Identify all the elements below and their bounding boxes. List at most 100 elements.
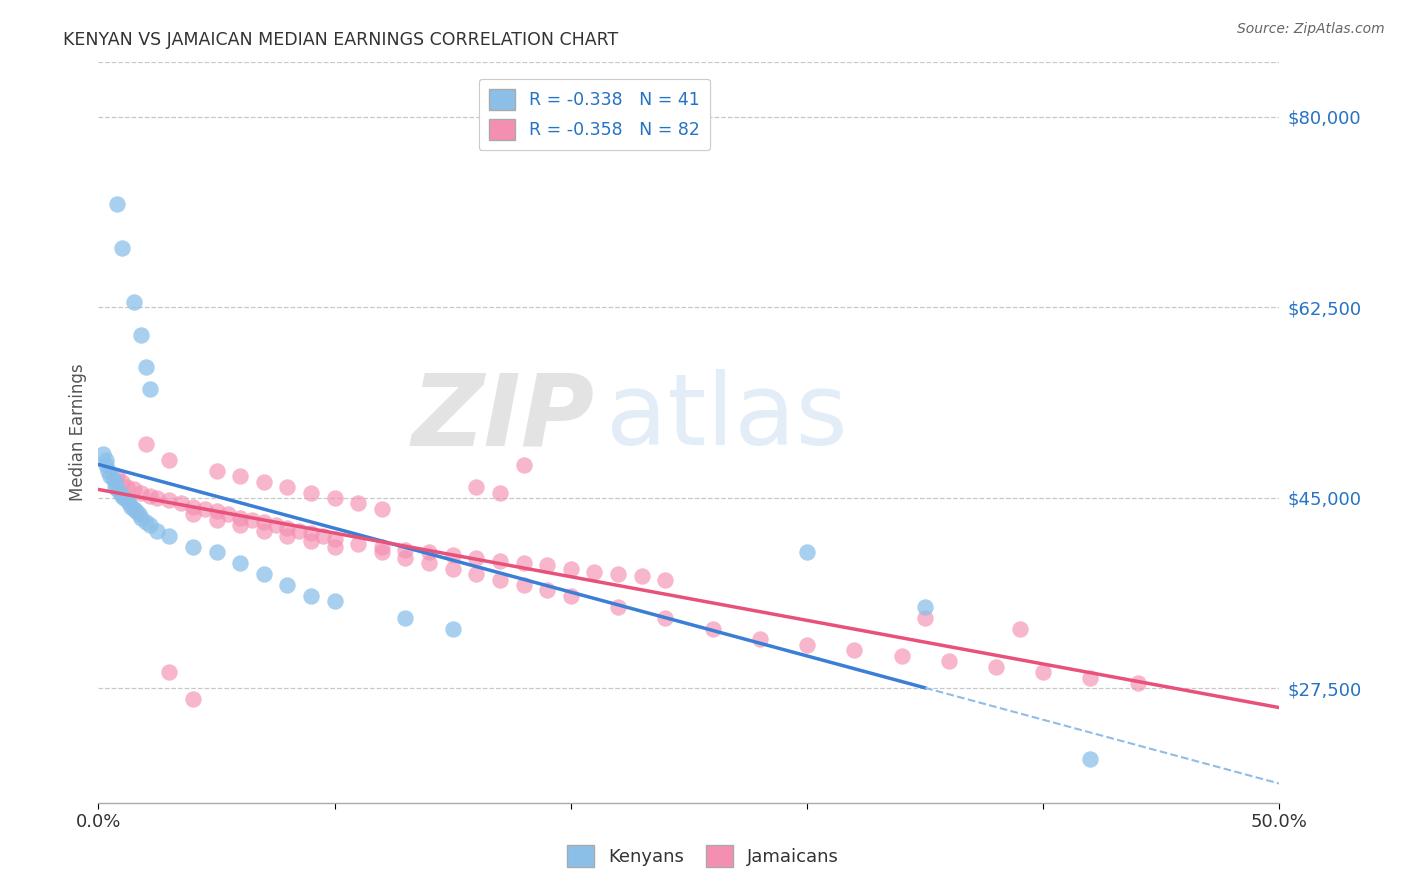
Point	[240, 513, 263, 527]
Point	[796, 545, 818, 559]
Point	[205, 545, 228, 559]
Point	[157, 529, 180, 543]
Point	[276, 521, 298, 535]
Point	[229, 556, 252, 570]
Point	[194, 501, 217, 516]
Point	[288, 524, 311, 538]
Point	[844, 643, 866, 657]
Point	[441, 622, 464, 636]
Point	[129, 327, 152, 342]
Point	[1032, 665, 1054, 680]
Point	[1008, 622, 1031, 636]
Point	[276, 480, 298, 494]
Point	[205, 464, 228, 478]
Point	[104, 480, 127, 494]
Point	[914, 599, 936, 614]
Point	[323, 491, 346, 505]
Point	[299, 534, 322, 549]
Point	[654, 573, 676, 587]
Point	[122, 501, 145, 516]
Point	[418, 545, 440, 559]
Point	[121, 500, 143, 514]
Point	[125, 504, 148, 518]
Legend: R = -0.338   N = 41, R = -0.358   N = 82: R = -0.338 N = 41, R = -0.358 N = 82	[478, 78, 710, 151]
Point	[512, 578, 534, 592]
Point	[512, 556, 534, 570]
Point	[105, 197, 128, 211]
Point	[94, 453, 117, 467]
Point	[94, 458, 117, 473]
Point	[984, 659, 1007, 673]
Point	[536, 558, 558, 573]
Point	[276, 529, 298, 543]
Point	[128, 508, 150, 522]
Point	[146, 491, 169, 505]
Point	[157, 453, 180, 467]
Point	[299, 589, 322, 603]
Point	[890, 648, 912, 663]
Point	[323, 594, 346, 608]
Point	[1080, 671, 1102, 685]
Point	[111, 489, 134, 503]
Point	[181, 500, 204, 514]
Point	[489, 554, 512, 568]
Point	[323, 533, 346, 547]
Point	[418, 556, 440, 570]
Point	[299, 525, 322, 540]
Point	[129, 485, 152, 500]
Point	[129, 510, 152, 524]
Point	[371, 501, 394, 516]
Point	[115, 493, 138, 508]
Point	[122, 295, 145, 310]
Point	[489, 485, 512, 500]
Point	[108, 485, 131, 500]
Point	[465, 480, 488, 494]
Point	[441, 548, 464, 562]
Point	[115, 480, 138, 494]
Point	[347, 496, 370, 510]
Point	[253, 475, 276, 489]
Point	[205, 513, 228, 527]
Point	[122, 482, 145, 496]
Point	[253, 515, 276, 529]
Point	[347, 536, 370, 550]
Point	[229, 518, 252, 533]
Point	[181, 692, 204, 706]
Point	[796, 638, 818, 652]
Point	[205, 504, 228, 518]
Point	[607, 599, 630, 614]
Point	[630, 569, 652, 583]
Point	[536, 583, 558, 598]
Point	[170, 496, 193, 510]
Point	[105, 469, 128, 483]
Point	[111, 475, 134, 489]
Legend: Kenyans, Jamaicans: Kenyans, Jamaicans	[560, 838, 846, 874]
Point	[394, 610, 416, 624]
Point	[654, 610, 676, 624]
Text: Source: ZipAtlas.com: Source: ZipAtlas.com	[1237, 22, 1385, 37]
Point	[938, 654, 960, 668]
Point	[139, 489, 162, 503]
Point	[371, 540, 394, 554]
Point	[560, 562, 582, 576]
Point	[181, 508, 204, 522]
Point	[607, 567, 630, 582]
Point	[135, 436, 157, 450]
Point	[253, 524, 276, 538]
Point	[135, 360, 157, 375]
Point	[394, 543, 416, 558]
Point	[111, 240, 134, 255]
Point	[135, 515, 157, 529]
Text: KENYAN VS JAMAICAN MEDIAN EARNINGS CORRELATION CHART: KENYAN VS JAMAICAN MEDIAN EARNINGS CORRE…	[63, 31, 619, 49]
Point	[512, 458, 534, 473]
Point	[105, 482, 128, 496]
Point	[97, 464, 120, 478]
Point	[299, 485, 322, 500]
Point	[157, 493, 180, 508]
Point	[371, 545, 394, 559]
Point	[441, 562, 464, 576]
Point	[276, 578, 298, 592]
Point	[1080, 752, 1102, 766]
Point	[91, 447, 114, 461]
Point	[702, 622, 724, 636]
